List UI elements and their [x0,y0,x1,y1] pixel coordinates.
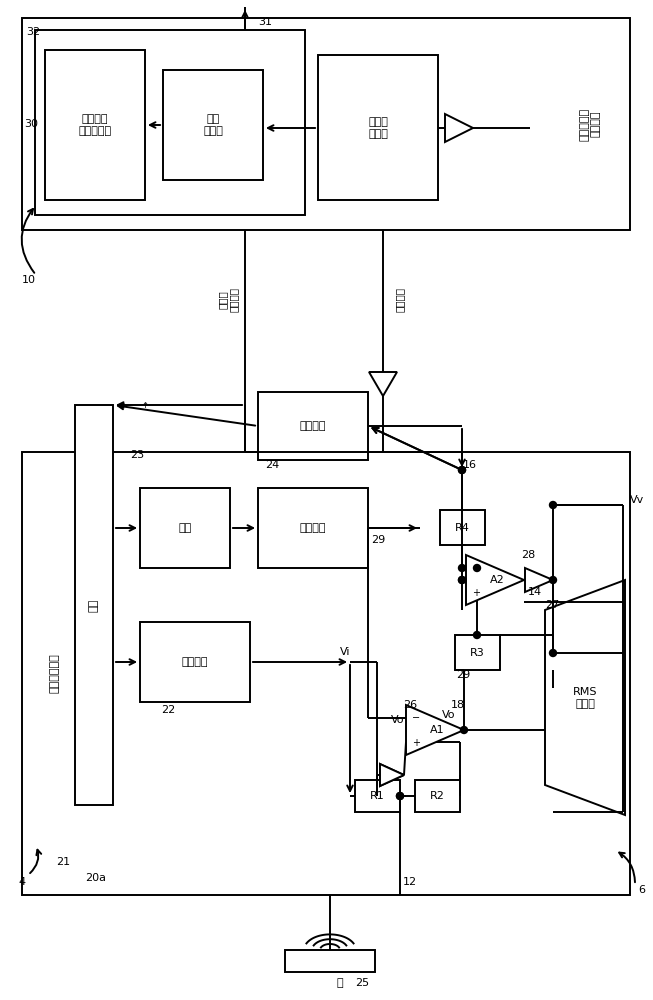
Text: R4: R4 [454,523,470,533]
Polygon shape [525,568,553,592]
Circle shape [550,502,556,508]
Text: 29: 29 [456,670,470,680]
Text: 14: 14 [528,587,542,597]
Circle shape [473,564,481,572]
Circle shape [460,726,468,734]
Circle shape [550,650,556,656]
Bar [140,488,230,568]
Bar [75,405,113,805]
Circle shape [458,466,466,474]
Text: 22: 22 [161,705,175,715]
Bar [440,510,485,545]
Circle shape [458,466,466,474]
Text: +: + [472,587,480,597]
Text: 28: 28 [521,550,535,560]
Text: Vo: Vo [391,715,405,725]
Circle shape [458,576,466,584]
Text: 电流设置: 电流设置 [300,421,326,431]
Text: A2: A2 [490,575,504,585]
Text: 状态
解码器: 状态 解码器 [203,114,223,136]
Text: 32: 32 [26,27,40,37]
Bar [22,18,630,230]
Text: 指示器
驱动器: 指示器 驱动器 [368,117,388,139]
Text: 26: 26 [403,700,417,710]
Text: 12: 12 [403,877,417,887]
Bar [355,780,400,812]
Text: A1: A1 [430,725,444,735]
Text: 10: 10 [22,275,36,285]
Text: 感测线圈: 感测线圈 [182,657,208,667]
Bar [163,70,263,180]
Bar [140,622,250,702]
Text: 接近度感测
电子单元: 接近度感测 电子单元 [579,107,601,141]
Polygon shape [466,555,524,605]
Text: 返回电缆: 返回电缆 [395,288,405,312]
Text: 20a: 20a [85,873,106,883]
Text: 18: 18 [451,700,465,710]
Text: 4: 4 [18,877,25,887]
Text: 接近度传感器: 接近度传感器 [50,653,60,693]
Bar [415,780,460,812]
Text: 靶: 靶 [337,978,343,988]
Text: 16: 16 [463,460,477,470]
Text: 电源: 电源 [89,598,99,612]
Polygon shape [545,580,625,815]
Text: −: − [472,562,480,572]
Text: R2: R2 [430,791,445,801]
Text: 24: 24 [265,460,279,470]
Text: 6: 6 [638,885,645,895]
Bar [285,950,375,972]
Bar [35,30,305,215]
Text: 29: 29 [371,535,385,545]
Text: R1: R1 [370,791,385,801]
Text: Vo: Vo [442,710,456,720]
Polygon shape [380,764,404,786]
Text: 31: 31 [258,17,272,27]
Circle shape [396,792,404,800]
Circle shape [458,576,466,584]
Bar [45,50,145,200]
Bar [22,452,630,895]
Text: 21: 21 [56,857,70,867]
Polygon shape [380,764,404,786]
Polygon shape [445,114,473,142]
Text: 电源和
信号电缆: 电源和 信号电缆 [217,288,239,312]
Bar [455,635,500,670]
Circle shape [458,564,466,572]
Text: 参考: 参考 [178,523,191,533]
Text: R3: R3 [470,648,485,658]
Circle shape [550,576,556,584]
Text: 30: 30 [24,119,38,129]
Polygon shape [369,372,397,396]
Text: Vi: Vi [340,647,350,657]
Text: 温度补偿: 温度补偿 [300,523,326,533]
Text: +: + [412,738,420,748]
Text: 23: 23 [130,450,144,460]
Bar [258,392,368,460]
Text: ↑: ↑ [142,400,148,410]
Text: Vv: Vv [630,495,645,505]
Circle shape [396,792,404,800]
Text: RMS
乘法器: RMS 乘法器 [573,687,597,709]
Text: 27: 27 [545,600,559,610]
Polygon shape [406,705,464,755]
Circle shape [473,632,481,639]
Text: −: − [412,712,420,722]
Text: 25: 25 [355,978,369,988]
Bar [258,488,368,568]
Bar [318,55,438,200]
Text: 许多接近
度通道之一: 许多接近 度通道之一 [78,114,112,136]
